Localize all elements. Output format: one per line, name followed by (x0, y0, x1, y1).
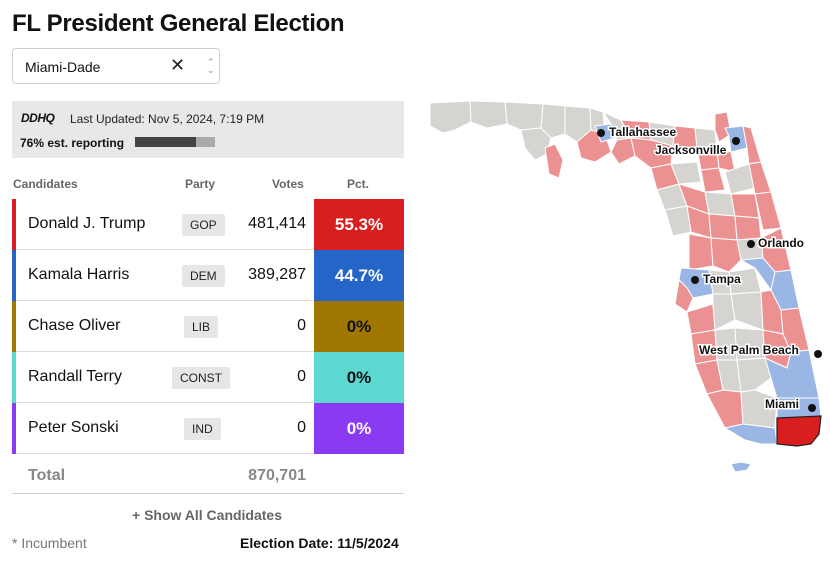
city-label-orlando: Orlando (758, 236, 804, 250)
candidate-name: Chase Oliver (28, 317, 121, 334)
county-shape[interactable] (748, 161, 772, 195)
candidate-pct: 0% (314, 301, 404, 352)
candidate-pct: 0% (314, 352, 404, 403)
candidate-row: Donald J. Trump GOP 481,414 55.3% (12, 199, 404, 250)
party-badge: CONST (172, 367, 230, 389)
county-shape[interactable] (700, 167, 726, 193)
county-shape[interactable] (710, 237, 742, 273)
city-marker-west-palm-beach (814, 350, 822, 358)
county-shape[interactable] (708, 213, 738, 241)
status-panel: DDHQ Last Updated: Nov 5, 2024, 7:19 PM … (12, 101, 404, 158)
candidate-name: Randall Terry (28, 368, 122, 385)
candidate-name: Kamala Harris (28, 266, 130, 283)
divider (12, 493, 404, 494)
party-badge: DEM (182, 265, 225, 287)
candidate-row: Chase Oliver LIB 0 0% (12, 301, 404, 352)
city-marker-tallahassee (597, 129, 605, 137)
total-label: Total (28, 467, 66, 484)
reporting-progress-bar (135, 137, 215, 147)
party-color-stripe (12, 352, 16, 403)
county-shape[interactable] (674, 278, 694, 313)
county-shape[interactable] (688, 233, 714, 271)
header-votes: Votes (272, 177, 304, 191)
city-marker-jacksonville (732, 137, 740, 145)
candidate-row: Randall Terry CONST 0 0% (12, 352, 404, 403)
county-shape[interactable] (712, 293, 736, 331)
party-color-stripe (12, 403, 16, 454)
header-candidates: Candidates (13, 177, 78, 191)
county-shape-miami-dade[interactable] (776, 415, 822, 447)
city-label-west-palm-beach: West Palm Beach (699, 343, 799, 357)
party-badge: LIB (184, 316, 219, 338)
county-shape[interactable] (730, 193, 760, 219)
reporting-label: 76% est. reporting (20, 136, 125, 150)
party-badge: IND (184, 418, 221, 440)
incumbent-note: * Incumbent (12, 535, 87, 551)
city-label-miami: Miami (765, 397, 799, 411)
county-shape[interactable] (704, 191, 736, 217)
header-pct: Pct. (347, 177, 370, 191)
county-shape[interactable] (714, 111, 732, 143)
city-marker-miami (808, 404, 816, 412)
election-date: Election Date: 11/5/2024 (240, 535, 399, 551)
candidate-votes: 389,287 (248, 266, 306, 283)
candidate-votes: 481,414 (248, 215, 306, 232)
county-shape[interactable] (686, 303, 716, 335)
party-color-stripe (12, 250, 16, 301)
county-shape[interactable] (429, 100, 472, 134)
city-label-tallahassee: Tallahassee (609, 125, 676, 139)
county-select-value: Miami-Dade (25, 59, 101, 75)
candidate-votes: 0 (297, 419, 306, 436)
county-shape[interactable] (540, 103, 566, 139)
county-shape[interactable] (740, 389, 778, 429)
county-shape[interactable] (706, 389, 744, 429)
show-all-candidates-link[interactable]: + Show All Candidates (132, 507, 283, 523)
candidate-pct: 44.7% (314, 250, 404, 301)
last-updated: Last Updated: Nov 5, 2024, 7:19 PM (70, 112, 265, 126)
total-votes: 870,701 (248, 467, 306, 484)
county-shape[interactable] (544, 143, 564, 179)
clear-icon[interactable]: ✕ (170, 55, 186, 75)
candidate-name: Donald J. Trump (28, 215, 146, 232)
reporting-progress-fill (135, 137, 196, 147)
city-label-tampa: Tampa (703, 272, 741, 286)
page-title: FL President General Election (12, 10, 345, 37)
county-shape[interactable] (670, 161, 702, 185)
city-label-jacksonville: Jacksonville (655, 143, 727, 157)
county-shape[interactable] (723, 423, 778, 445)
county-shape[interactable] (504, 101, 544, 131)
county-shape[interactable] (469, 100, 508, 129)
chevron-up-down-icon[interactable]: ⌃ ⌄ (207, 57, 215, 75)
candidate-votes: 0 (297, 368, 306, 385)
county-shape[interactable] (764, 349, 820, 399)
county-shape[interactable] (730, 461, 752, 473)
county-select[interactable]: Miami-Dade ✕ ⌃ ⌄ (12, 48, 220, 84)
candidate-name: Peter Sonski (28, 419, 119, 436)
candidate-row: Peter Sonski IND 0 0% (12, 403, 404, 454)
candidate-row: Kamala Harris DEM 389,287 44.7% (12, 250, 404, 301)
county-shape[interactable] (664, 205, 692, 237)
florida-county-map[interactable]: Tallahassee Jacksonville Orlando Tampa W… (425, 98, 825, 483)
county-shape[interactable] (730, 291, 764, 331)
party-color-stripe (12, 301, 16, 352)
party-badge: GOP (182, 214, 225, 236)
city-marker-tampa (691, 276, 699, 284)
candidate-votes: 0 (297, 317, 306, 334)
party-color-stripe (12, 199, 16, 250)
header-party: Party (185, 177, 216, 191)
ddhq-logo: DDHQ (21, 111, 55, 125)
city-marker-orlando (747, 240, 755, 248)
county-shape[interactable] (736, 357, 772, 393)
candidate-pct: 0% (314, 403, 404, 454)
candidate-pct: 55.3% (314, 199, 404, 250)
